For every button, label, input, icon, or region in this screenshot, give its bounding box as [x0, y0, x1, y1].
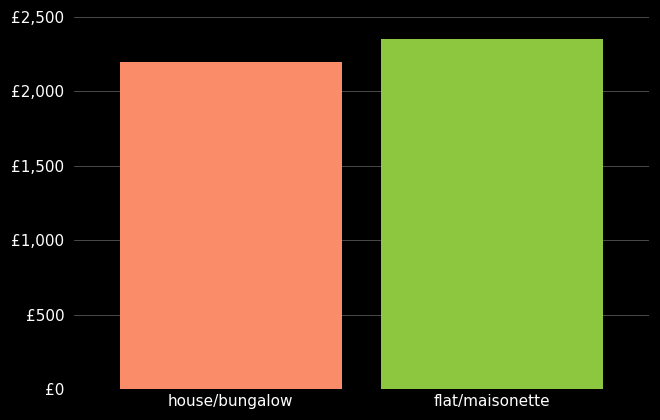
Bar: [119, 62, 342, 389]
Bar: [381, 39, 603, 389]
